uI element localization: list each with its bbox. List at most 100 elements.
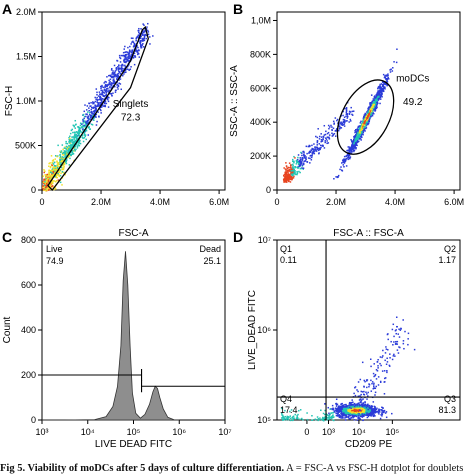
data-point	[358, 137, 360, 140]
data-point	[361, 405, 364, 408]
data-point	[79, 130, 81, 132]
data-point	[365, 127, 368, 129]
data-point	[366, 413, 368, 416]
data-point	[49, 166, 52, 169]
data-point	[65, 162, 68, 165]
data-point	[381, 410, 383, 412]
data-point	[58, 171, 60, 173]
data-point	[374, 387, 377, 390]
data-point	[357, 414, 359, 417]
data-point	[285, 162, 287, 164]
data-point	[290, 164, 293, 166]
marker-name: Live	[46, 244, 63, 254]
data-point	[374, 106, 377, 109]
data-point	[370, 114, 372, 116]
data-point	[81, 131, 84, 134]
data-point	[361, 128, 364, 130]
data-point	[386, 81, 389, 83]
data-point	[343, 123, 346, 125]
data-point	[101, 91, 104, 94]
data-point	[60, 172, 62, 175]
data-point	[44, 170, 46, 173]
data-point	[311, 147, 313, 150]
data-point	[373, 96, 376, 98]
x-tick-label: 0	[39, 197, 44, 207]
data-point	[345, 408, 347, 411]
data-point	[377, 358, 379, 361]
data-point	[347, 115, 349, 118]
data-point	[318, 135, 321, 138]
data-point	[299, 161, 301, 163]
data-point	[370, 379, 372, 382]
data-point	[288, 177, 291, 180]
data-point	[373, 382, 375, 385]
data-point	[284, 415, 287, 418]
data-point	[368, 383, 370, 385]
data-point	[383, 82, 386, 84]
data-point	[368, 414, 370, 416]
data-point	[143, 39, 146, 42]
y-tick-label: 600	[21, 280, 36, 290]
data-point	[123, 48, 125, 50]
data-point	[130, 51, 133, 54]
data-point	[361, 407, 364, 410]
data-point	[374, 409, 376, 412]
data-point	[361, 361, 364, 364]
data-point	[374, 95, 376, 97]
data-point	[43, 187, 45, 190]
data-point	[134, 56, 137, 58]
data-point	[75, 136, 78, 139]
data-point	[362, 404, 364, 407]
data-point	[298, 160, 301, 162]
data-point	[49, 185, 51, 188]
data-point	[367, 395, 369, 397]
data-point	[139, 41, 142, 43]
data-point	[100, 102, 102, 105]
data-point	[98, 98, 101, 101]
data-point	[323, 134, 326, 136]
data-point	[108, 89, 110, 92]
data-point	[111, 73, 113, 76]
data-point	[110, 92, 113, 95]
data-point	[113, 64, 116, 67]
data-point	[369, 410, 372, 413]
data-point	[43, 178, 45, 181]
data-point	[365, 119, 367, 121]
data-point	[360, 407, 362, 410]
data-point	[91, 116, 94, 118]
data-point	[100, 106, 103, 108]
data-point	[348, 112, 351, 115]
data-point	[385, 363, 388, 366]
data-point	[360, 120, 362, 123]
data-point	[326, 419, 328, 421]
data-point	[118, 67, 120, 69]
data-point	[286, 415, 289, 418]
y-tick-label: 400	[21, 325, 36, 335]
data-point	[348, 401, 351, 404]
data-point	[367, 408, 369, 411]
data-point	[342, 161, 344, 163]
data-point	[94, 96, 96, 99]
data-point	[107, 100, 110, 103]
data-point	[385, 416, 388, 419]
data-point	[339, 409, 341, 412]
data-point	[381, 81, 384, 83]
data-point	[359, 405, 362, 408]
data-point	[370, 415, 372, 417]
data-point	[364, 112, 367, 115]
data-point	[128, 50, 131, 53]
data-point	[138, 34, 141, 36]
data-point	[311, 414, 313, 417]
data-point	[364, 127, 367, 130]
data-point	[107, 84, 109, 86]
data-point	[332, 127, 335, 130]
data-point	[354, 140, 356, 142]
x-tick-label: 6.0M	[209, 197, 229, 207]
data-point	[47, 187, 50, 189]
data-point	[68, 155, 70, 157]
data-point	[117, 88, 119, 90]
data-point	[360, 139, 362, 141]
data-point	[74, 136, 77, 139]
data-point	[386, 84, 389, 86]
data-point	[322, 138, 324, 140]
